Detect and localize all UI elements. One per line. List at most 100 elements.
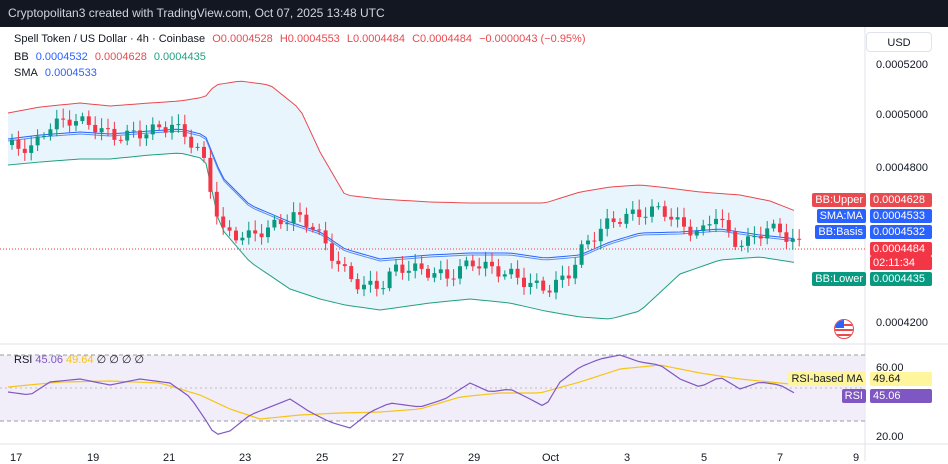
candle-body	[598, 228, 603, 242]
candle-body	[630, 209, 635, 214]
candle-body	[547, 290, 552, 293]
candle-body	[586, 240, 590, 245]
candle-body	[381, 288, 386, 290]
candle-body	[650, 206, 654, 217]
candle-body	[643, 216, 648, 218]
candle-body	[330, 243, 334, 261]
time-axis-label: 21	[163, 452, 176, 464]
candle-body	[163, 127, 168, 133]
rsi-axis-label: 20.00	[876, 431, 904, 443]
candle-body	[739, 245, 744, 247]
candle-body	[790, 238, 795, 242]
candle-body	[176, 124, 181, 126]
price-axis-label: 0.0004800	[876, 162, 928, 174]
bb-upper-price: 0.0004628	[870, 193, 932, 207]
time-axis-label: 17	[10, 452, 23, 464]
currency-button[interactable]: USD	[866, 32, 932, 52]
candle-body	[611, 218, 616, 223]
candle-body	[688, 226, 693, 236]
candle-body	[470, 260, 475, 267]
candle-body	[560, 275, 565, 280]
candle-body	[61, 118, 66, 120]
candle-body	[746, 236, 750, 246]
rsi-price: 45.06	[870, 389, 932, 403]
candle-body	[490, 261, 494, 267]
candle-body	[362, 284, 366, 290]
candle-body	[54, 118, 59, 130]
candle-body	[86, 116, 91, 125]
candle-body	[112, 128, 117, 140]
rsi-axis-label: 60.00	[876, 362, 904, 374]
bb-upper-value: 0.0004628	[94, 51, 147, 63]
candle-body	[22, 148, 27, 153]
candle-body	[355, 279, 360, 290]
us-flag-icon[interactable]	[834, 319, 854, 339]
candle-body	[400, 264, 405, 273]
rsi-tag: RSI	[841, 389, 866, 403]
candle-body	[426, 268, 430, 278]
candle-body	[419, 263, 424, 269]
candle-body	[285, 223, 290, 225]
candle-body	[675, 217, 680, 220]
time-axis-label: 3	[624, 452, 631, 464]
candle-body	[464, 260, 469, 267]
candle-body	[317, 229, 322, 231]
time-axis-label: 7	[777, 452, 784, 464]
candle-body	[765, 228, 770, 239]
time-axis-label: 19	[87, 452, 100, 464]
sma-value: 0.0004533	[44, 67, 97, 79]
candle-body	[80, 116, 85, 122]
candle-body	[496, 266, 501, 277]
rsi-ma-price: 49.64	[870, 372, 932, 386]
symbol-name[interactable]: Spell Token / US Dollar · 4h · Coinbase	[14, 33, 206, 45]
price-axis-label: 0.0005000	[876, 109, 928, 121]
candle-body	[662, 206, 667, 217]
candle-body	[118, 139, 123, 141]
sma-legend[interactable]: SMA 0.0004533	[14, 67, 101, 79]
candle-body	[291, 212, 296, 224]
candle-body	[99, 128, 104, 133]
bb-legend[interactable]: BB 0.0004532 0.0004628 0.0004435	[14, 51, 210, 63]
rsi-ma-line	[7, 364, 795, 420]
candle-body	[182, 124, 187, 137]
candle-body	[720, 218, 725, 221]
candle-body	[323, 230, 328, 244]
time-axis-label: 23	[239, 452, 252, 464]
candle-body	[541, 280, 546, 291]
candle-body	[272, 219, 277, 228]
candle-body	[656, 206, 661, 208]
candle-body	[522, 277, 526, 287]
sma-tag: SMA:MA	[816, 209, 866, 223]
candle-body	[74, 121, 78, 126]
candle-body	[310, 226, 315, 230]
candle-body	[714, 218, 718, 225]
close-value: C0.0004484	[412, 33, 473, 45]
candle-body	[797, 238, 802, 240]
rsi-value: 45.06	[35, 354, 63, 366]
candle-body	[534, 280, 539, 283]
candle-body	[528, 282, 533, 287]
candle-body	[758, 236, 763, 239]
candle-body	[106, 128, 110, 130]
candle-body	[368, 280, 373, 285]
candle-body	[502, 274, 507, 277]
candle-body	[669, 216, 674, 220]
rsi-legend[interactable]: RSI 45.06 49.64 ∅ ∅ ∅ ∅	[14, 353, 144, 366]
bb-lower-value: 0.0004435	[153, 51, 206, 63]
bb-lower-tag: BB:Lower	[812, 272, 866, 286]
candle-body	[566, 275, 571, 279]
candle-body	[483, 261, 488, 269]
bb-fill	[8, 81, 794, 319]
candle-body	[10, 139, 14, 145]
candle-body	[336, 260, 341, 265]
candle-body	[202, 146, 206, 158]
candle-body	[624, 213, 629, 224]
price-chart-svg[interactable]	[0, 27, 948, 461]
candle-body	[304, 214, 309, 227]
candle-body	[445, 269, 450, 279]
high-value: H0.0004553	[279, 33, 340, 45]
rsi-flags: ∅ ∅ ∅ ∅	[96, 354, 145, 366]
candle-body	[35, 136, 40, 146]
candle-body	[125, 130, 130, 141]
chart-area[interactable]: Spell Token / US Dollar · 4h · Coinbase …	[0, 27, 948, 464]
